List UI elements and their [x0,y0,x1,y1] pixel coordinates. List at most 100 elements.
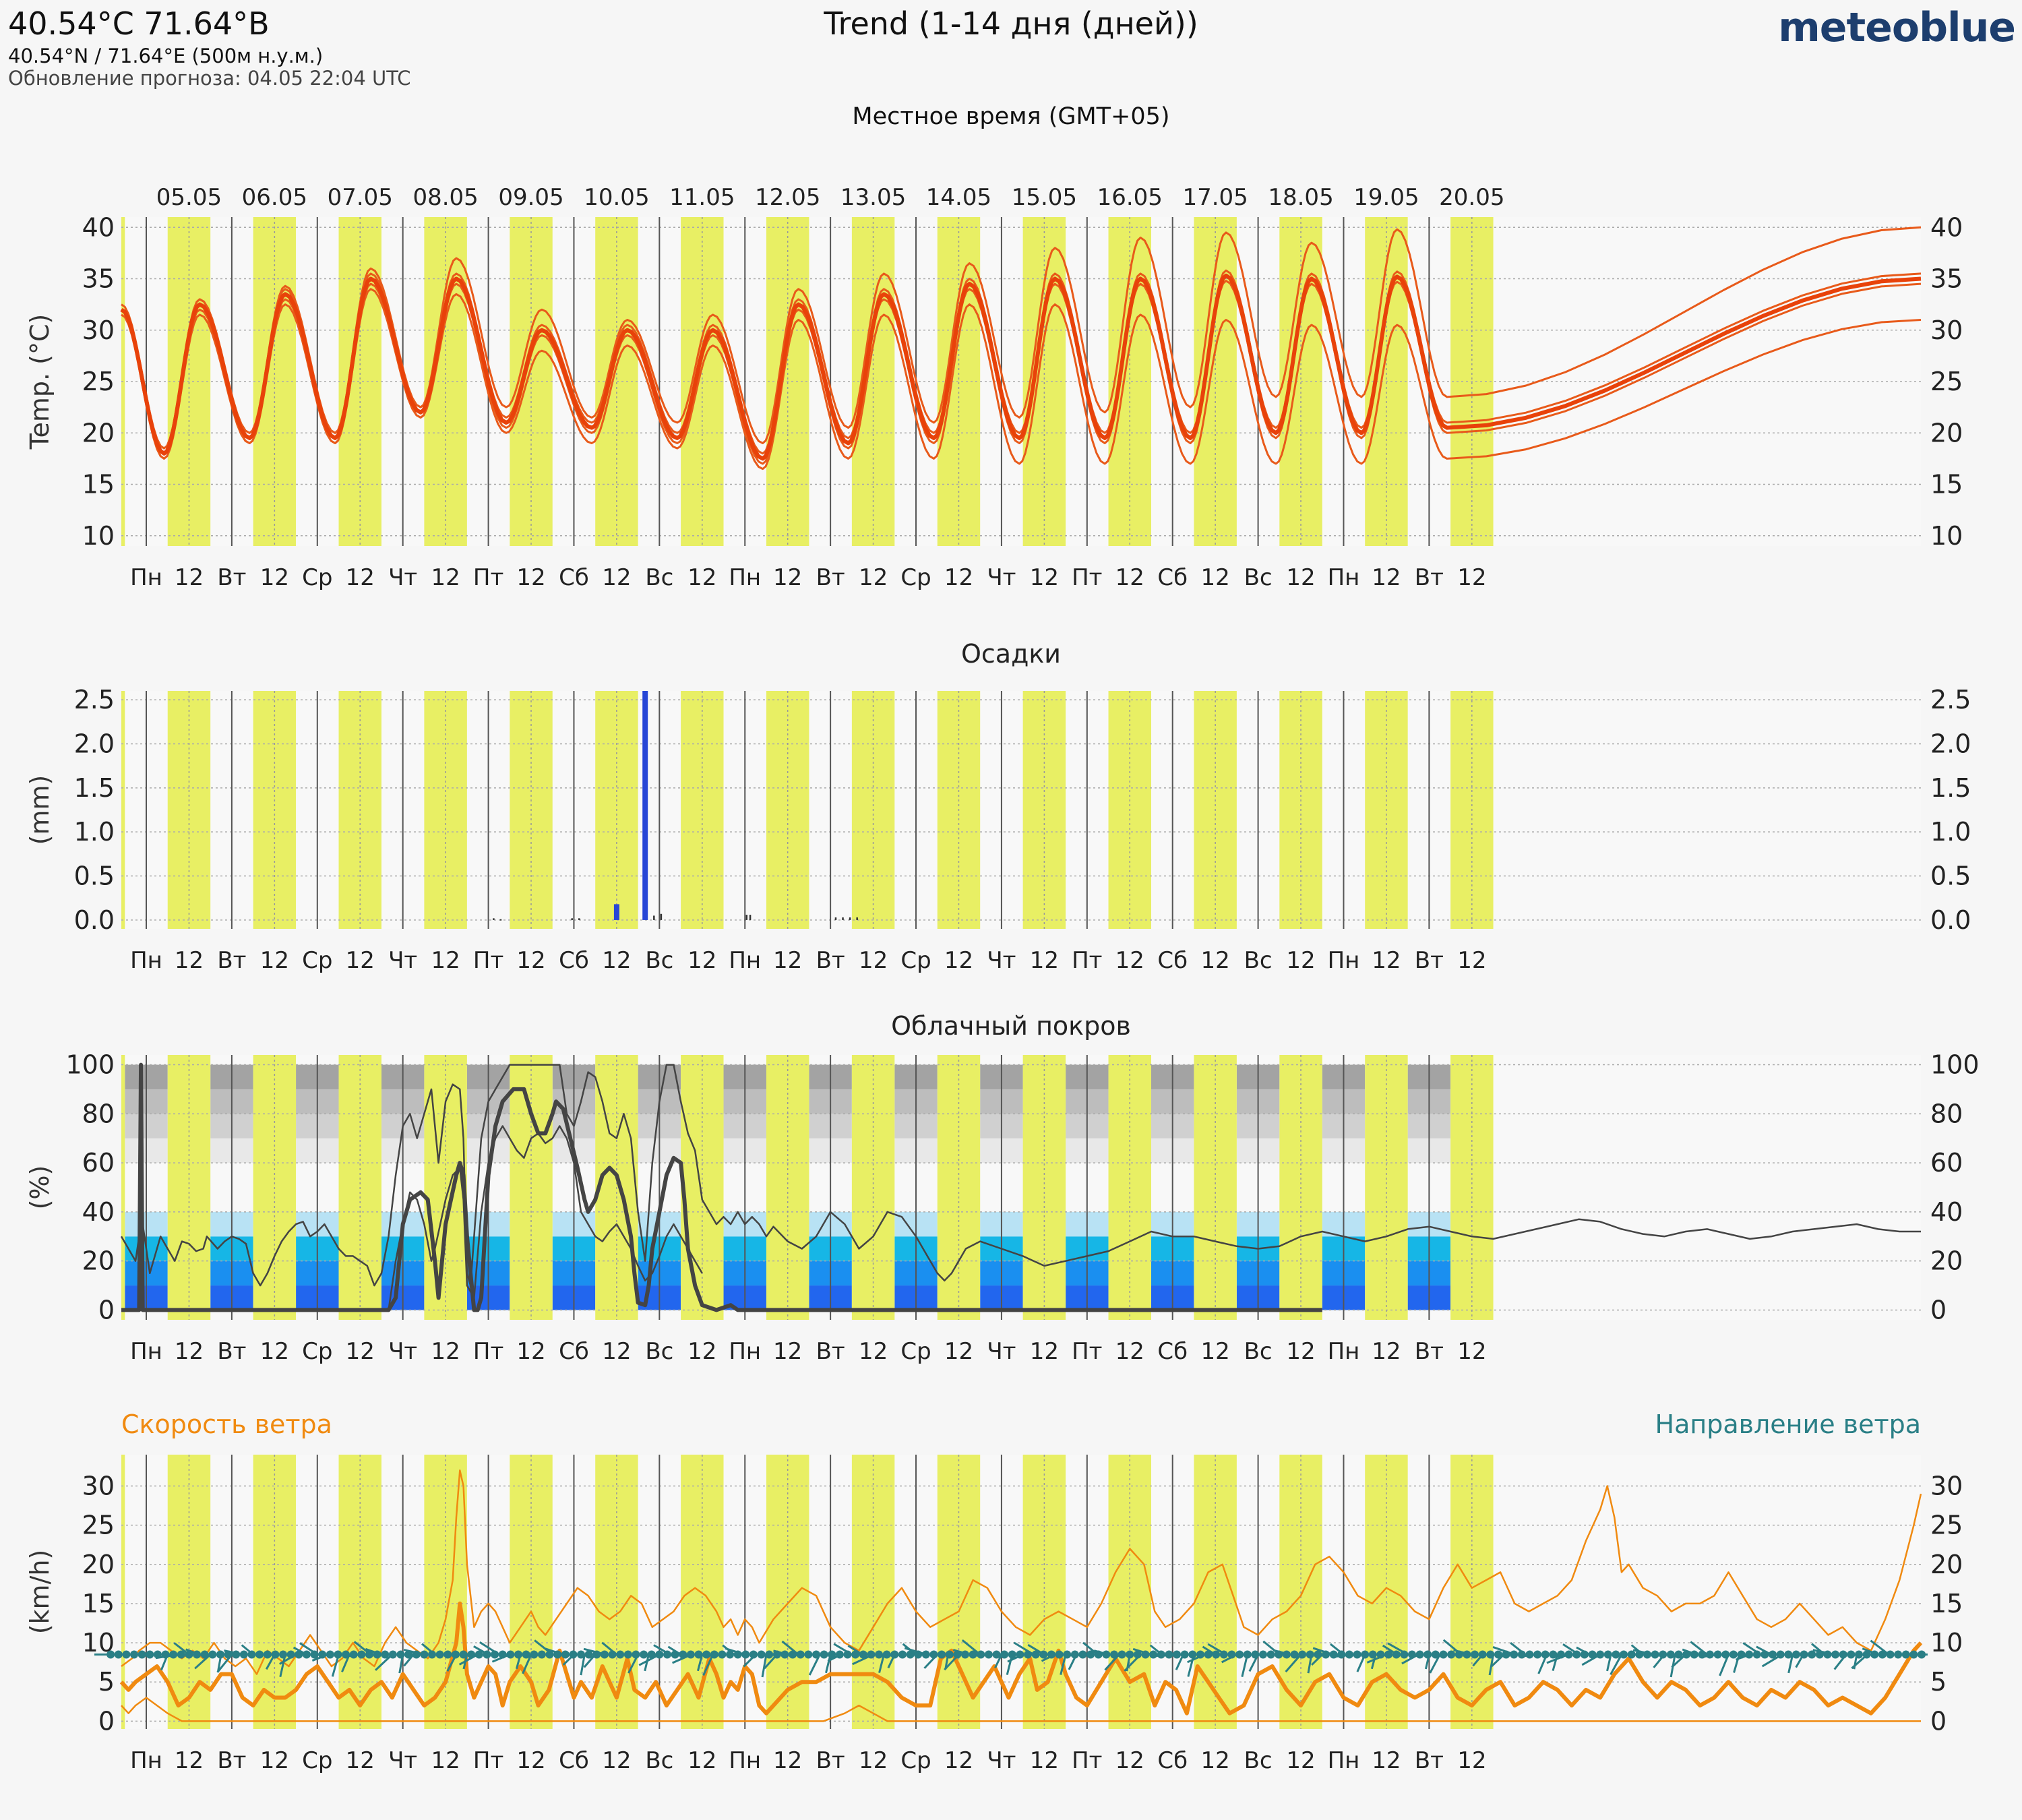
precip-bar [642,691,648,920]
wind-barb [345,1654,361,1658]
wind-direction-dot [514,1650,522,1659]
x-day-label: Сб [1157,1747,1188,1774]
precip-bar [856,917,858,920]
wind-direction-dot [623,1650,632,1659]
wind-direction-dot [381,1650,390,1659]
wind-direction-dot [749,1650,758,1659]
wind-barb [1610,1654,1623,1676]
x-noon-label: 12 [175,564,204,591]
wind-barb [1787,1654,1794,1674]
x-noon-label: 12 [687,564,716,591]
precip-bar [834,917,837,920]
x-day-label: Вт [1415,947,1444,974]
x-day-label: Вт [217,564,246,591]
wind-barb [1429,1654,1441,1674]
wind-barb [1653,1654,1665,1668]
x-noon-label: 12 [944,1747,973,1774]
y-tick-label-right: 1.5 [1930,773,1971,803]
x-noon-label: 12 [944,564,973,591]
wind-barb [1510,1642,1527,1656]
date-label: 13.05 [840,184,906,211]
precip-bar [660,913,663,920]
wind-barb [1576,1646,1591,1656]
y-tick-label-right: 20 [1930,418,1963,448]
date-label: 16.05 [1097,184,1163,211]
x-day-label: Чт [388,564,417,591]
wind-direction-dot [1769,1650,1777,1659]
x-noon-label: 12 [260,564,289,591]
panel-title: Облачный покров [891,1011,1131,1041]
precip-bar [499,919,502,921]
y-axis-label: (%) [25,1165,55,1210]
coordinates-label: 40.54°N / 71.64°E (500м н.у.м.) [8,44,324,67]
cloud-cover-lower-line [146,1125,703,1311]
x-day-label: Ср [900,1338,931,1365]
wind-barb [1733,1654,1740,1673]
wind-barb [1254,1654,1269,1656]
wind-barb [1453,1649,1473,1656]
wind-direction-dot [1353,1650,1361,1659]
y-tick-label-left: 15 [82,1589,115,1618]
x-day-label: Чт [388,947,417,974]
wind-direction-dot [1729,1650,1738,1659]
wind-barb [1187,1654,1195,1677]
wind-direction-dot [474,1650,483,1659]
wind-direction-dot [1651,1650,1659,1659]
wind-barb [243,1653,264,1656]
wind-barb [224,1649,243,1656]
x-noon-label: 12 [1286,564,1315,591]
date-label: 12.05 [755,184,820,211]
x-day-label: Вт [217,947,246,974]
x-day-label: Пн [729,564,761,591]
y-tick-label-right: 0 [1930,1706,1947,1736]
y-tick-label-right: 20 [1930,1246,1963,1276]
x-day-label: Пн [1328,947,1360,974]
precip-bar [842,917,844,920]
x-noon-label: 12 [346,947,375,974]
x-noon-label: 12 [431,1747,460,1774]
y-tick-label-left: 25 [82,1511,115,1540]
x-day-label: Пт [1072,947,1102,974]
wind-barb [944,1654,960,1671]
wind-direction-dot [279,1650,288,1659]
x-noon-label: 12 [944,1338,973,1365]
x-day-label: Вс [645,947,673,974]
y-axis-label: (km/h) [25,1550,55,1635]
wind-direction-dot [263,1650,272,1659]
x-noon-label: 12 [687,947,716,974]
x-noon-label: 12 [602,947,631,974]
y-tick-label-right: 30 [1930,1472,1963,1501]
wind-speed-mean-line [119,1601,1923,1716]
wind-direction-dot [1894,1650,1903,1659]
date-label: 05.05 [156,184,222,211]
wind-barb [1124,1654,1142,1672]
wind-direction-dot [1266,1650,1275,1659]
x-noon-label: 12 [516,1747,545,1774]
wind-direction-dot [1659,1650,1667,1659]
x-noon-label: 12 [773,1338,802,1365]
wind-barb [398,1654,404,1674]
precip-bar [493,918,495,920]
wind-barb [1248,1654,1259,1672]
x-noon-label: 12 [431,1338,460,1365]
x-noon-label: 12 [1030,564,1059,591]
x-day-label: Пн [130,564,162,591]
x-day-label: Ср [302,1747,332,1774]
wind-direction-legend: Направление ветра [1655,1409,1922,1439]
plot-area [121,691,1921,929]
wind-direction-dot [992,1650,1001,1659]
wind-direction-dot [1212,1650,1221,1659]
daylight-band [121,691,125,929]
x-day-label: Пт [473,947,503,974]
wind-direction-dot [357,1650,366,1659]
x-noon-label: 12 [346,564,375,591]
wind-barb [1082,1641,1099,1656]
wind-direction-dot [1447,1650,1456,1659]
y-tick-label-left: 30 [82,1472,115,1501]
wind-barb [1793,1653,1814,1656]
wind-direction-dot [1000,1650,1009,1659]
wind-barb [479,1641,500,1656]
wind-direction-dot [1031,1650,1040,1659]
wind-barb [763,1654,778,1670]
meteoblue-logo[interactable]: meteoblue [1778,4,2016,51]
